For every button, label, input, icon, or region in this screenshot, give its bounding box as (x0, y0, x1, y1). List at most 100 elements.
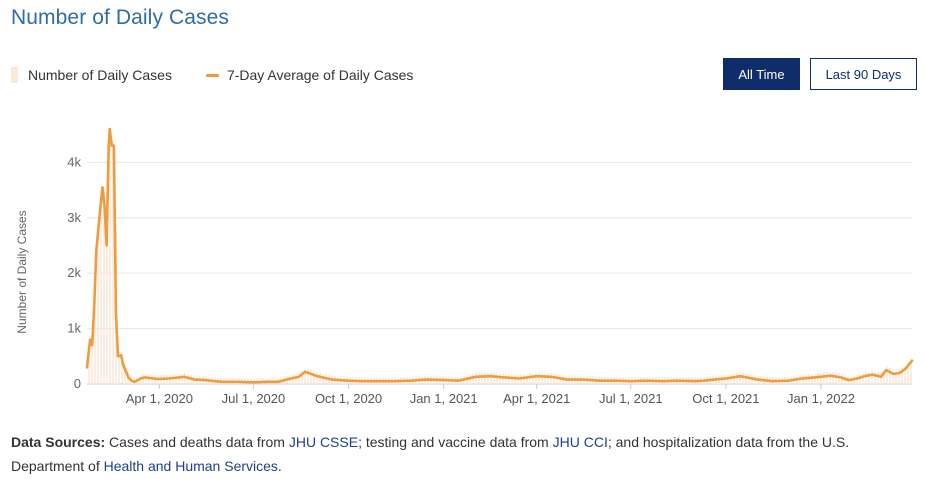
daily-cases-bar (886, 366, 888, 384)
daily-cases-bar (490, 372, 492, 384)
daily-cases-bar (526, 373, 528, 384)
footer-text-3: ; and hospitalization data from the U.S.… (11, 434, 850, 474)
y-axis-label: Number of Daily Cases (15, 210, 29, 333)
data-sources-footer: Data Sources: Cases and deaths data from… (11, 430, 916, 478)
daily-cases-bar (301, 371, 303, 384)
daily-cases-bar (487, 372, 489, 384)
daily-cases-bar (814, 373, 816, 384)
data-sources-heading: Data Sources: (11, 434, 106, 450)
y-axis-ticks: 0 1k 2k 3k 4k (67, 154, 81, 391)
all-time-button[interactable]: All Time (723, 58, 800, 90)
daily-cases-bar (742, 372, 744, 384)
daily-cases-bar (877, 371, 879, 384)
daily-cases-bar (823, 372, 825, 384)
jhu-csse-link[interactable]: JHU CSSE (288, 434, 359, 450)
daily-cases-bar (880, 372, 882, 384)
daily-cases-bar (100, 207, 102, 384)
daily-cases-bar (319, 372, 321, 384)
footer-text-4: . (277, 458, 282, 474)
x-tick-label: Jan 1, 2022 (787, 391, 855, 406)
daily-cases-bar (826, 372, 828, 384)
daily-cases-bar (502, 373, 504, 384)
seven-day-average-series (85, 127, 914, 384)
daily-cases-bar (313, 370, 315, 384)
daily-cases-bar (472, 373, 474, 384)
daily-cases-bar (121, 351, 123, 384)
daily-cases-bar (889, 367, 891, 384)
daily-cases-bar (181, 373, 183, 384)
x-tick-label: Jul 1, 2020 (222, 391, 286, 406)
daily-cases-bar (97, 239, 99, 384)
daily-cases-bar (904, 365, 906, 384)
legend-label-daily-cases: Number of Daily Cases (28, 67, 172, 83)
daily-cases-bar (898, 369, 900, 384)
legend-label-7day-average: 7-Day Average of Daily Cases (226, 67, 414, 83)
daily-cases-bar (538, 372, 540, 384)
daily-cases-bar (529, 373, 531, 384)
daily-cases-bar (838, 372, 840, 384)
daily-cases-bar (733, 373, 735, 384)
daily-cases-bar (310, 369, 312, 384)
daily-cases-bar (736, 372, 738, 384)
hhs-link[interactable]: Health and Human Services (103, 458, 278, 474)
daily-cases-bar (547, 372, 549, 384)
daily-cases-bar (298, 372, 300, 384)
daily-cases-bar (535, 372, 537, 384)
line-swatch-icon (205, 73, 219, 77)
daily-cases-bar (892, 369, 894, 384)
x-tick-label: Apr 1, 2020 (126, 391, 193, 406)
chart-grid (87, 161, 912, 385)
jhu-cci-link[interactable]: JHU CCI (552, 434, 608, 450)
daily-cases-bar (184, 372, 186, 384)
daily-cases-bar (484, 372, 486, 384)
daily-cases-bar (316, 371, 318, 384)
x-tick-label: Jan 1, 2021 (410, 391, 478, 406)
daily-cases-bar (304, 368, 306, 384)
daily-cases-bars (88, 137, 912, 384)
y-tick-label: 1k (67, 321, 81, 336)
daily-cases-bar (544, 372, 546, 384)
daily-cases-bar (475, 372, 477, 384)
last-90-days-button[interactable]: Last 90 Days (810, 58, 917, 90)
daily-cases-bar (496, 372, 498, 384)
daily-cases-bar (478, 372, 480, 384)
daily-cases-bar (307, 368, 309, 384)
daily-cases-bar (865, 372, 867, 384)
daily-cases-bar (835, 372, 837, 384)
daily-cases-bar (109, 137, 111, 384)
footer-text-2: ; testing and vaccine data from (358, 434, 553, 450)
daily-cases-bar (868, 371, 870, 384)
daily-cases-bar (739, 372, 741, 384)
daily-cases-bar (499, 372, 501, 384)
footer-text-1: Cases and deaths data from (105, 434, 289, 450)
daily-cases-bar (874, 370, 876, 384)
y-tick-label: 0 (74, 376, 81, 391)
daily-cases-bar (481, 372, 483, 384)
daily-cases-bar (901, 367, 903, 384)
daily-cases-bar (88, 354, 90, 384)
daily-cases-bar (910, 359, 912, 384)
daily-cases-bar (493, 372, 495, 384)
daily-cases-bar (820, 372, 822, 384)
daily-cases-bar (541, 372, 543, 384)
daily-cases-bar (118, 351, 120, 384)
x-tick-label: Oct 1, 2020 (315, 391, 382, 406)
legend-item-daily-cases[interactable]: Number of Daily Cases (11, 67, 172, 83)
daily-cases-bar (178, 373, 180, 384)
y-tick-label: 4k (67, 154, 81, 169)
daily-cases-bar (895, 369, 897, 384)
y-tick-label: 3k (67, 210, 81, 225)
x-tick-label: Jul 1, 2021 (599, 391, 663, 406)
chart-title: Number of Daily Cases (11, 6, 230, 29)
daily-cases-bar (124, 362, 126, 384)
legend-item-7day-average[interactable]: 7-Day Average of Daily Cases (205, 67, 414, 83)
daily-cases-bar (862, 372, 864, 384)
daily-cases-bar (883, 370, 885, 384)
daily-cases-bar (871, 370, 873, 384)
daily-cases-bar (94, 306, 96, 384)
seven-day-average-line (85, 127, 914, 384)
daily-cases-bar (817, 373, 819, 384)
bar-swatch-icon (11, 67, 18, 83)
daily-cases-bar (103, 187, 105, 384)
